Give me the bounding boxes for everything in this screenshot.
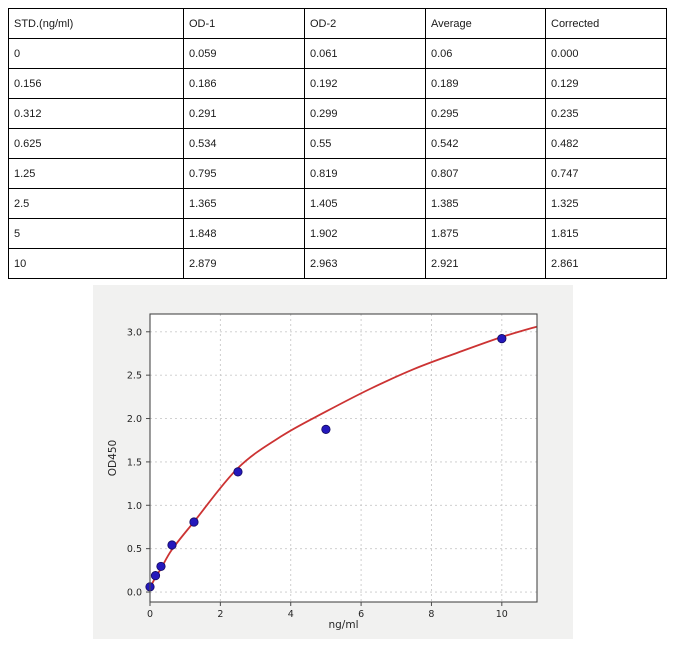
table-cell: 1.848 [183, 218, 305, 249]
table-cell: 1.815 [545, 218, 667, 249]
data-point [497, 334, 507, 344]
table-cell: 0.795 [183, 158, 305, 189]
y-axis-label: OD450 [107, 440, 119, 476]
table-cell: 0.807 [425, 158, 546, 189]
table-cell: 10 [8, 248, 184, 279]
table-cell: 0.55 [304, 128, 426, 159]
table-cell: 0.312 [8, 98, 184, 129]
table-cell: 0.819 [304, 158, 426, 189]
table-row: 0.312 0.291 0.299 0.295 0.235 [8, 98, 667, 129]
table-header: STD.(ng/ml) OD-1 OD-2 Average Corrected [8, 8, 667, 39]
table-cell: 5 [8, 218, 184, 249]
table-cell: 2.921 [425, 248, 546, 279]
table-row: 5 1.848 1.902 1.875 1.815 [8, 218, 667, 249]
table-cell: 1.902 [304, 218, 426, 249]
y-tick-label: 1.0 [127, 501, 142, 512]
table-cell: 0.625 [8, 128, 184, 159]
y-tick-label: 0.0 [127, 588, 142, 599]
table-cell: 0.000 [545, 38, 667, 69]
table-cell: 0.156 [8, 68, 184, 99]
table-header-row: STD.(ng/ml) OD-1 OD-2 Average Corrected [8, 8, 667, 39]
y-tick-label: 2.0 [127, 414, 142, 425]
table-cell: 0.534 [183, 128, 305, 159]
table-cell: 0.747 [545, 158, 667, 189]
column-header: Average [425, 8, 546, 39]
table-cell: 0.299 [304, 98, 426, 129]
x-tick-label: 0 [147, 609, 153, 620]
table-cell: 0.192 [304, 68, 426, 99]
plot-area [150, 314, 537, 602]
table-cell: 0.482 [545, 128, 667, 159]
x-tick-label: 4 [288, 609, 294, 620]
y-tick-label: 1.5 [127, 457, 142, 468]
table-cell: 2.963 [304, 248, 426, 279]
table-cell: 0.06 [425, 38, 546, 69]
data-point [233, 467, 243, 477]
table-cell: 0 [8, 38, 184, 69]
y-tick-label: 3.0 [127, 327, 142, 338]
y-tick-label: 2.5 [127, 371, 142, 382]
table-cell: 0.189 [425, 68, 546, 99]
data-point [156, 561, 166, 572]
table-cell: 0.129 [545, 68, 667, 99]
table-cell: 1.365 [183, 188, 305, 219]
table-cell: 0.295 [425, 98, 546, 129]
x-tick-label: 2 [217, 609, 223, 620]
table-row: 10 2.879 2.963 2.921 2.861 [8, 248, 667, 279]
x-tick-label: 6 [358, 609, 364, 620]
data-point [167, 540, 177, 550]
x-tick-label: 10 [496, 609, 508, 620]
table-cell: 1.405 [304, 188, 426, 219]
table-cell: 1.385 [425, 188, 546, 219]
table-cell: 2.879 [183, 248, 305, 279]
plot-border [149, 313, 538, 603]
x-axis-label: ng/ml [328, 619, 358, 631]
table-row: 2.5 1.365 1.405 1.385 1.325 [8, 188, 667, 219]
data-point [189, 517, 199, 527]
column-header: Corrected [545, 8, 667, 39]
table-cell: 0.186 [183, 68, 305, 99]
data-point [321, 424, 331, 434]
table-cell: 1.325 [545, 188, 667, 219]
table-row: 0.625 0.534 0.55 0.542 0.482 [8, 128, 667, 159]
table-cell: 0.061 [304, 38, 426, 69]
standard-curve-chart: 0 2 4 6 8 10 0.0 0.5 1.0 1.5 2.0 2.5 3.0 ng/ml OD450 [93, 285, 573, 639]
table-cell: 0.059 [183, 38, 305, 69]
x-tick-label: 8 [428, 609, 434, 620]
table-row: 0.156 0.186 0.192 0.189 0.129 [8, 68, 667, 99]
table-body: 0 0.059 0.061 0.06 0.000 0.156 0.186 0.192 0.189… [8, 38, 667, 279]
table-cell: 0.291 [183, 98, 305, 129]
table-row: 0 0.059 0.061 0.06 0.000 [8, 38, 667, 69]
chart-svg: 0 2 4 6 8 10 0.0 0.5 1.0 1.5 2.0 2.5 3.0 ng/ml OD450 [107, 313, 538, 631]
column-header: OD-1 [183, 8, 305, 39]
data-point [150, 571, 161, 581]
column-header: OD-2 [304, 8, 426, 39]
column-header: STD.(ng/ml) [8, 8, 184, 39]
table-cell: 2.5 [8, 188, 184, 219]
table-cell: 2.861 [545, 248, 667, 279]
table-cell: 1.25 [8, 158, 184, 189]
table-row: 1.25 0.795 0.819 0.807 0.747 [8, 158, 667, 189]
table-cell: 1.875 [425, 218, 546, 249]
table-cell: 0.235 [545, 98, 667, 129]
table-cell: 0.542 [425, 128, 546, 159]
y-tick-label: 0.5 [127, 544, 142, 555]
standards-table: STD.(ng/ml) OD-1 OD-2 Average Corrected 0 0.0… [8, 8, 667, 279]
